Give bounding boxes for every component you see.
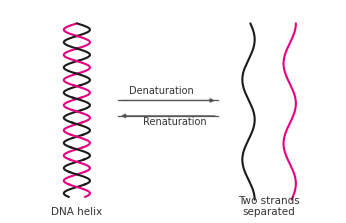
- Text: Renaturation: Renaturation: [143, 117, 207, 127]
- Text: Denaturation: Denaturation: [129, 86, 193, 96]
- Text: DNA helix: DNA helix: [51, 207, 102, 217]
- Text: Two strands
separated: Two strands separated: [238, 196, 300, 217]
